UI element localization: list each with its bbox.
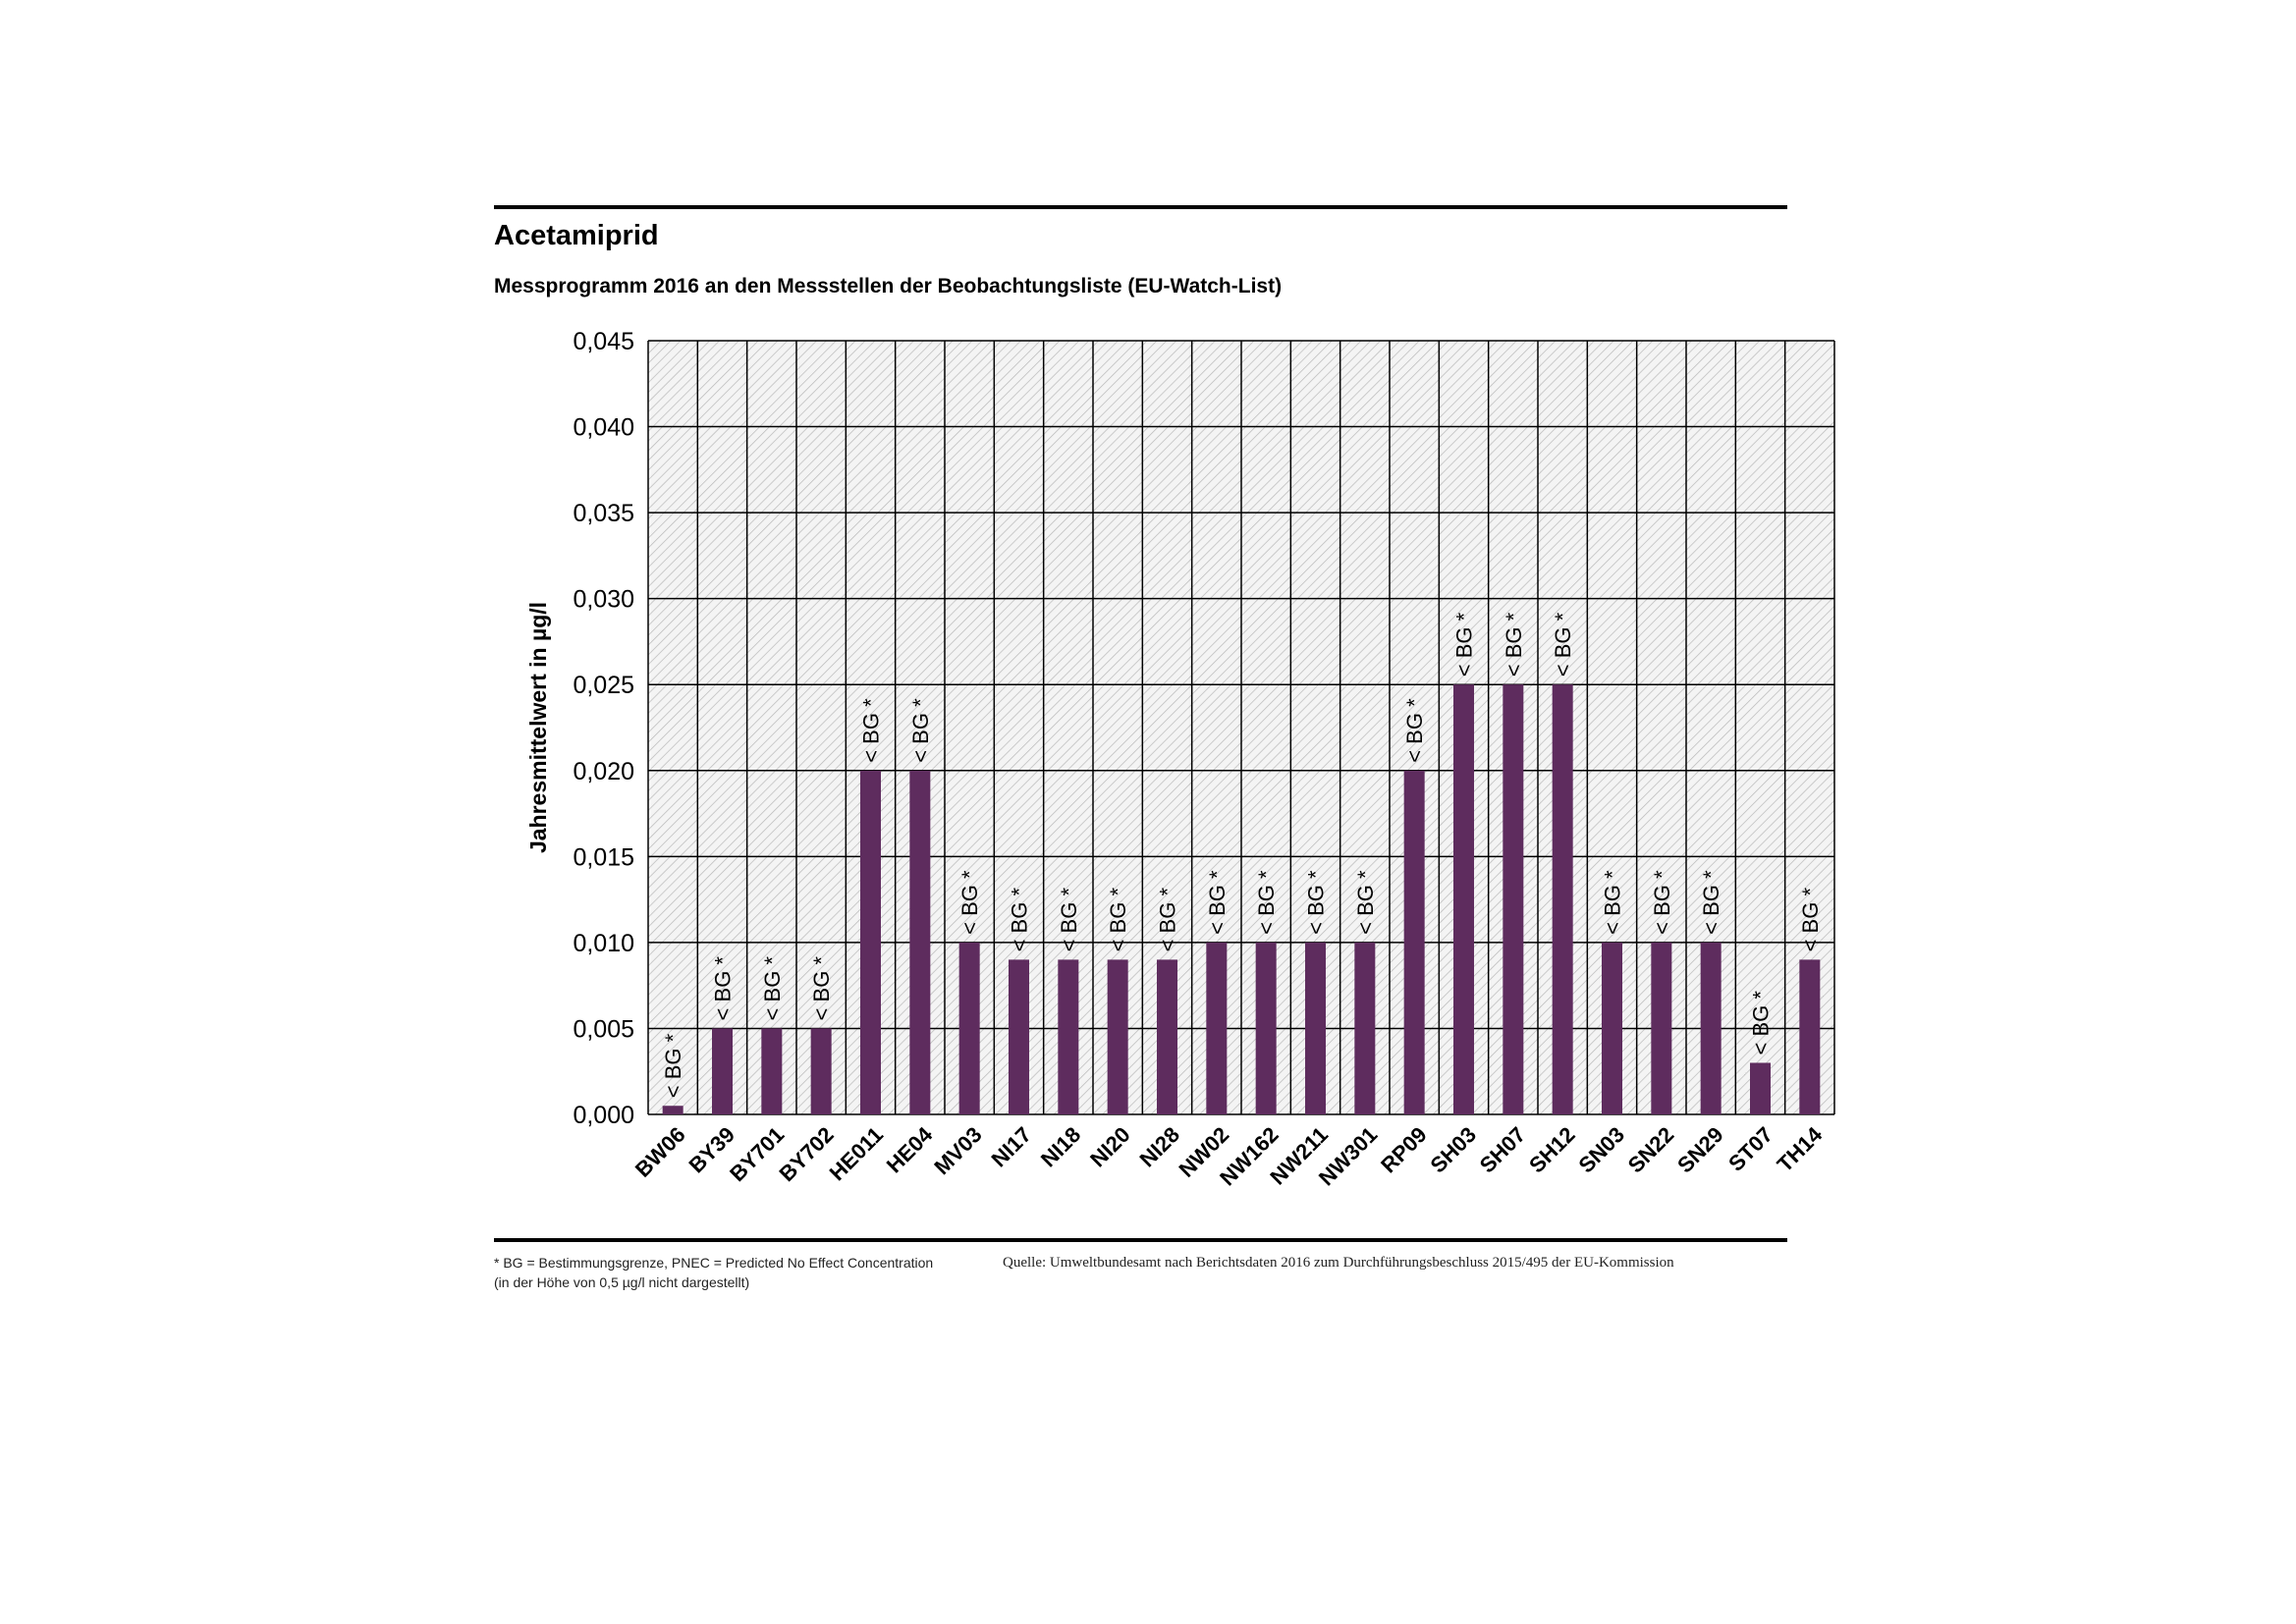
bar-data-label: < BG * [1601,870,1625,935]
y-tick-label: 0,040 [573,414,634,442]
bar-data-label: < BG * [1452,612,1477,677]
x-tick-label: BY701 [725,1122,789,1186]
top-rule [494,205,1787,209]
x-tick-label: HE04 [882,1121,938,1177]
bar-nw301 [1354,942,1376,1114]
y-tick-label: 0,030 [573,586,634,614]
bar-sn22 [1651,942,1672,1114]
x-tick-label: SH03 [1425,1122,1481,1178]
y-tick-label: 0,035 [573,500,634,527]
bar-data-label: < BG * [1551,612,1575,677]
x-tick-label: NI20 [1085,1122,1135,1172]
bar-sh07 [1503,684,1524,1114]
x-tick-label: BW06 [630,1122,690,1182]
bar-data-label: < BG * [1749,991,1774,1056]
bar-by702 [810,1028,832,1114]
bar-sh12 [1552,684,1573,1114]
bar-data-label: < BG * [1502,612,1526,677]
bar-nw02 [1206,942,1228,1114]
bar-th14 [1799,959,1821,1114]
bar-data-label: < BG * [1353,870,1378,935]
bar-data-label: < BG * [957,870,982,935]
footnote-line1: * BG = Bestimmungsgrenze, PNEC = Predict… [494,1255,934,1271]
y-tick-label: 0,015 [573,843,634,871]
bar-sn29 [1700,942,1722,1114]
y-tick-label: 0,045 [573,328,634,355]
bottom-rule [494,1238,1787,1242]
x-tick-label: SH07 [1475,1122,1531,1178]
bar-data-label: < BG * [1254,870,1279,935]
x-tick-label: BY702 [774,1122,838,1186]
bar-data-label: < BG * [1798,888,1823,952]
bar-data-label: < BG * [1699,870,1723,935]
bar-mv03 [958,942,980,1114]
bar-he04 [909,770,931,1114]
chart-subtitle: Messprogramm 2016 an den Messstellen der… [494,275,1283,298]
bar-sn03 [1602,942,1622,1114]
bar-data-label: < BG * [1057,888,1081,952]
y-axis-label: Jahresmittelwert in µg/l [525,602,551,853]
bar-data-label: < BG * [1304,870,1329,935]
bar-rp09 [1403,770,1425,1114]
bar-data-label: < BG * [1650,870,1674,935]
x-tick-label: HE011 [825,1122,888,1185]
y-tick-label: 0,010 [573,930,634,957]
x-tick-label: SN29 [1672,1122,1728,1178]
bar-sh03 [1453,684,1474,1114]
x-tick-label: SH12 [1524,1122,1580,1178]
bar-by39 [712,1028,733,1114]
x-tick-label: RP09 [1376,1122,1432,1178]
y-tick-label: 0,000 [573,1102,634,1129]
bar-bw06 [662,1106,683,1114]
bar-data-label: < BG * [1106,888,1130,952]
source-note: Quelle: Umweltbundesamt nach Berichtsdat… [1003,1255,1674,1271]
bar-ni18 [1058,959,1079,1114]
bar-data-label: < BG * [1156,888,1180,952]
x-tick-label: TH14 [1773,1121,1828,1176]
bar-he011 [860,770,881,1114]
bar-by701 [761,1028,783,1114]
bar-data-label: < BG * [809,956,834,1021]
bar-data-label: < BG * [1205,870,1230,935]
y-tick-label: 0,025 [573,672,634,699]
bar-data-label: < BG * [760,956,785,1021]
bar-data-label: < BG * [1402,698,1427,763]
y-tick-label: 0,005 [573,1015,634,1043]
x-tick-label: SN22 [1623,1122,1679,1178]
x-tick-label: NI18 [1036,1122,1086,1172]
bar-data-label: < BG * [711,956,736,1021]
bar-data-label: < BG * [859,698,884,763]
x-tick-label: ST07 [1723,1122,1777,1176]
y-tick-label: 0,020 [573,758,634,785]
footnote-line2: (in der Höhe von 0,5 µg/l nicht dargeste… [494,1274,750,1290]
bar-ni20 [1107,959,1128,1114]
bar-ni17 [1009,959,1029,1114]
bar-data-label: < BG * [661,1033,685,1098]
chart-title: Acetamiprid [494,220,659,251]
bar-nw211 [1305,942,1326,1114]
bar-data-label: < BG * [1008,888,1032,952]
bar-nw162 [1255,942,1277,1114]
bar-data-label: < BG * [908,698,933,763]
bar-st07 [1750,1062,1771,1114]
x-tick-label: NI17 [986,1122,1036,1172]
x-tick-label: SN03 [1573,1122,1629,1178]
x-tick-label: MV03 [929,1122,986,1179]
bar-ni28 [1157,959,1177,1114]
